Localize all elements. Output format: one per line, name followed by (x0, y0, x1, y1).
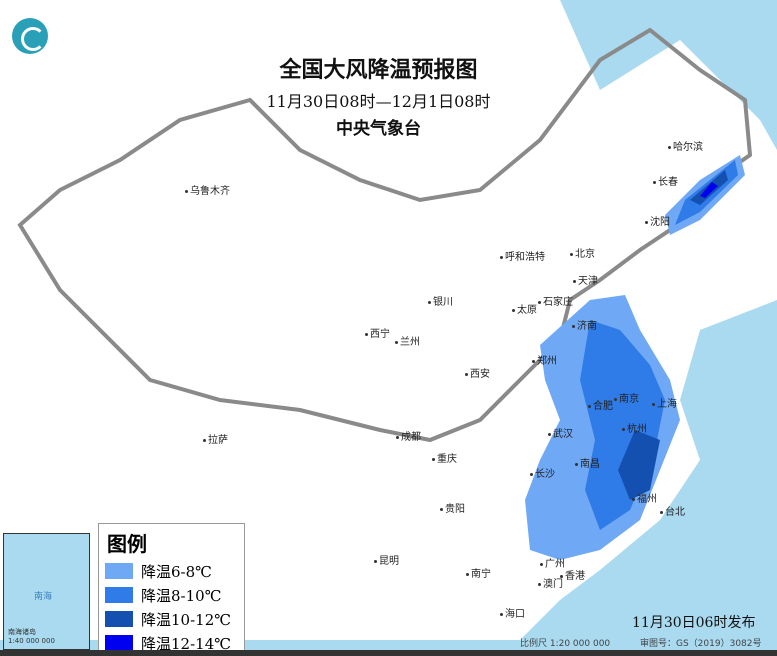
legend: 图例 降温6-8℃ 降温8-10℃ 降温10-12℃ 降温12-14℃ (98, 523, 245, 653)
city-label: 台北 (660, 503, 685, 518)
legend-swatch (105, 611, 133, 627)
legend-item: 降温8-10℃ (99, 583, 244, 607)
city-label: 石家庄 (538, 293, 573, 308)
city-label: 兰州 (395, 333, 420, 348)
city-label: 长春 (653, 173, 678, 188)
inset-sea-label: 南海 (34, 592, 53, 602)
city-label: 拉萨 (203, 431, 228, 446)
agency-name: 中央气象台 (336, 119, 421, 139)
legend-label: 降温10-12℃ (141, 610, 232, 629)
city-label: 长沙 (530, 465, 555, 480)
legend-item: 降温10-12℃ (99, 607, 244, 631)
city-label: 澳门 (538, 575, 563, 590)
city-label: 济南 (572, 317, 597, 332)
forecast-period: 11月30日08时—12月1日08时 (266, 92, 491, 111)
map-scale: 比例尺 1:20 000 000 (520, 639, 611, 649)
legend-swatch (105, 587, 133, 603)
legend-item: 降温6-8℃ (99, 559, 244, 583)
city-label: 贵阳 (440, 500, 465, 515)
cma-logo (12, 18, 48, 54)
city-label: 杭州 (622, 420, 647, 435)
city-label: 沈阳 (645, 213, 670, 228)
city-label: 南宁 (466, 565, 491, 580)
legend-label: 降温12-14℃ (141, 634, 232, 653)
city-label: 海口 (500, 605, 525, 620)
city-label: 呼和浩特 (500, 248, 545, 263)
legend-swatch (105, 563, 133, 579)
bottom-bar (0, 650, 777, 656)
city-label: 天津 (573, 272, 598, 287)
legend-swatch (105, 635, 133, 651)
city-label: 香港 (560, 567, 585, 582)
city-label: 昆明 (374, 552, 399, 567)
cooling-zone-10-12 (618, 430, 660, 500)
legend-item: 降温12-14℃ (99, 631, 244, 655)
city-label: 南昌 (575, 455, 600, 470)
issue-time: 11月30日06时发布 (632, 615, 756, 631)
city-label: 福州 (632, 490, 657, 505)
inset-scale: 1:40 000 000 (8, 637, 55, 645)
city-label: 广州 (540, 555, 565, 570)
map-approval-number: 审图号：GS（2019）3082号 (640, 639, 762, 649)
city-label: 武汉 (548, 425, 573, 440)
city-label: 乌鲁木齐 (185, 182, 230, 197)
map-title: 全国大风降温预报图 (279, 57, 478, 83)
city-label: 重庆 (432, 450, 457, 465)
city-label: 北京 (570, 245, 595, 260)
cooling-zone-12-14 (700, 182, 718, 198)
city-label: 合肥 (588, 397, 613, 412)
city-label: 南京 (614, 390, 639, 405)
legend-title: 图例 (107, 532, 147, 556)
city-label: 上海 (652, 395, 677, 410)
south-china-sea-inset: 南海 南海诸岛 1:40 000 000 (3, 533, 90, 650)
inset-islands-label: 南海诸岛 (8, 628, 36, 636)
city-label: 郑州 (532, 352, 557, 367)
city-label: 银川 (428, 293, 453, 308)
city-label: 西安 (465, 365, 490, 380)
legend-label: 降温8-10℃ (141, 586, 222, 605)
city-label: 成都 (396, 428, 421, 443)
inset-caption: 南海诸岛 1:40 000 000 (8, 627, 55, 645)
city-label: 太原 (512, 301, 537, 316)
city-label: 西宁 (365, 325, 390, 340)
city-label: 哈尔滨 (668, 138, 703, 153)
legend-label: 降温6-8℃ (141, 562, 212, 581)
